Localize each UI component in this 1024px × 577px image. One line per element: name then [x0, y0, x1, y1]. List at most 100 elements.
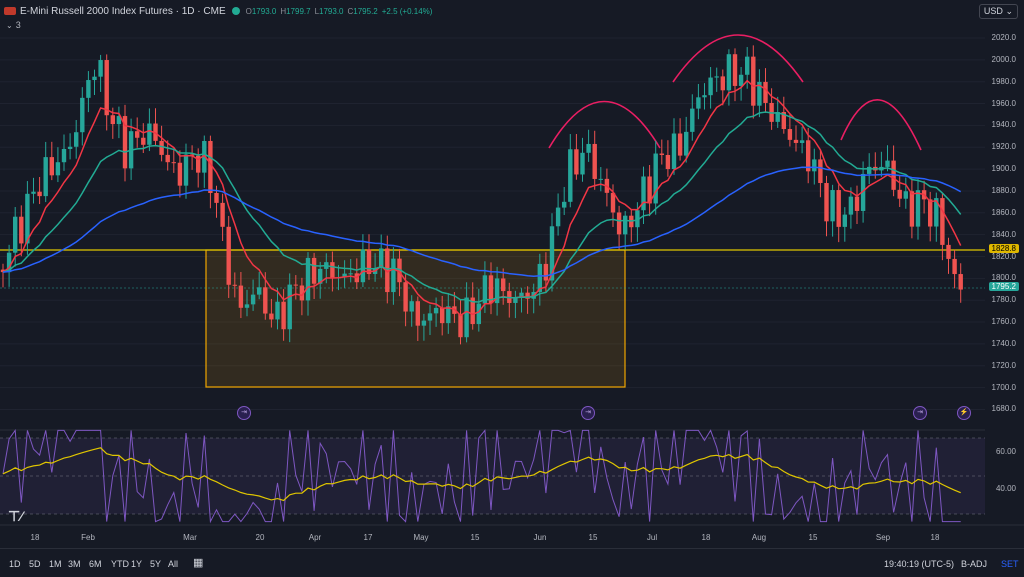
timeframe-button-ytd[interactable]: YTD: [111, 559, 129, 569]
candle-body: [635, 210, 640, 228]
candle-body: [867, 166, 872, 174]
price-tick-label: 2000.0: [991, 54, 1016, 64]
price-tick-label: 1780.0: [991, 295, 1016, 305]
candle-body: [793, 139, 799, 143]
event-marker-icon[interactable]: ⇥: [581, 406, 595, 420]
price-tick-label: 1880.0: [991, 185, 1016, 195]
candle-body: [470, 297, 475, 325]
candle-body: [433, 307, 439, 314]
candle-body: [494, 278, 500, 304]
time-tick-label: 15: [808, 533, 818, 542]
candle-body: [244, 304, 250, 308]
candle-body: [232, 284, 237, 286]
candle-body: [623, 215, 628, 235]
candle-body: [104, 60, 109, 116]
timeframe-button-5y[interactable]: 5Y: [150, 559, 162, 569]
price-tick-label: 1700.0: [991, 382, 1016, 392]
candle-body: [885, 160, 890, 167]
candle-body: [318, 268, 323, 284]
price-tick-label: 1920.0: [991, 142, 1016, 152]
candle-body: [610, 192, 616, 213]
timeframe-button-1y[interactable]: 1Y: [131, 559, 143, 569]
time-tick-label: 20: [255, 533, 265, 542]
calendar-icon[interactable]: ▦: [193, 557, 204, 569]
candle-body: [208, 140, 213, 193]
badj-toggle[interactable]: B-ADJ: [961, 559, 988, 569]
candle-body: [574, 149, 579, 175]
candle-body: [598, 178, 603, 180]
candle-body: [860, 173, 866, 211]
candle-body: [751, 56, 756, 106]
candle-body: [848, 196, 854, 215]
timeframe-button-3m[interactable]: 3M: [68, 559, 81, 569]
chart-legend: E-Mini Russell 2000 Index Futures · 1D ·…: [4, 2, 436, 20]
candle-body: [98, 60, 103, 77]
price-tick-label: 1820.0: [991, 251, 1016, 261]
time-tick-label: 18: [930, 533, 940, 542]
candle-body: [549, 226, 555, 281]
tradingview-logo-icon[interactable]: ⊤⁄: [8, 508, 23, 524]
pattern-arc: [548, 100, 661, 149]
currency-label: USD: [983, 6, 1003, 16]
candle-body: [141, 137, 146, 145]
candle-body: [385, 248, 390, 293]
candle-body: [110, 115, 115, 125]
candle-body: [348, 273, 353, 275]
candle-body: [342, 273, 347, 278]
candle-body: [568, 149, 573, 202]
timeframe-button-6m[interactable]: 6M: [89, 559, 102, 569]
candle-body: [6, 252, 12, 273]
candle-body: [702, 95, 707, 98]
candle-body: [214, 192, 219, 203]
candle-body: [269, 313, 274, 320]
price-tick-label: 1740.0: [991, 338, 1016, 348]
pattern-arc: [672, 34, 804, 83]
time-tick-label: Apr: [308, 533, 322, 542]
candle-body: [909, 191, 915, 227]
candle-body: [446, 306, 451, 324]
ema-fast-line: [2, 79, 962, 317]
symbol-title[interactable]: E-Mini Russell 2000 Index Futures · 1D ·…: [20, 5, 226, 17]
settlement-toggle[interactable]: SET: [1001, 559, 1019, 569]
candle-body: [281, 301, 286, 330]
candle-body: [763, 81, 768, 103]
candle-body: [787, 129, 793, 140]
candle-body: [0, 269, 6, 273]
event-marker-icon[interactable]: ⇥: [913, 406, 927, 420]
time-tick-label: 18: [701, 533, 711, 542]
candle-body: [958, 274, 963, 290]
price-tag-last: 1795.2: [988, 282, 1019, 291]
candle-body: [836, 190, 841, 227]
studies-count: 3: [15, 20, 21, 30]
candle-body: [580, 152, 585, 175]
timeframe-button-5d[interactable]: 5D: [29, 559, 41, 569]
candle-body: [311, 257, 317, 284]
timeframe-button-1d[interactable]: 1D: [9, 559, 21, 569]
rsi-ma-line: [2, 447, 961, 502]
candle-body: [488, 275, 494, 304]
rsi-tick-label: 60.00: [995, 447, 1016, 456]
candle-body: [391, 258, 396, 293]
candle-body: [74, 132, 79, 147]
timeframe-button-1m[interactable]: 1M: [49, 559, 62, 569]
ohlc-close: C1795.2: [347, 6, 378, 16]
candle-body: [250, 294, 256, 305]
price-tick-label: 1960.0: [991, 98, 1016, 108]
clock[interactable]: 19:40:19 (UTC-5): [884, 559, 955, 569]
event-marker-icon[interactable]: ⇥: [237, 406, 251, 420]
candle-body: [299, 285, 305, 301]
candle-body: [738, 74, 744, 86]
timeframe-button-all[interactable]: All: [168, 559, 179, 569]
candle-body: [177, 162, 183, 186]
split-marker-icon[interactable]: ⚡: [957, 406, 971, 420]
market-status-icon: [231, 7, 240, 15]
chevron-down-icon: ⌄: [6, 20, 13, 30]
candle-body: [305, 257, 311, 301]
candle-body: [360, 249, 366, 283]
candle-body: [854, 196, 860, 211]
candle-body: [220, 202, 225, 227]
candle-body: [31, 191, 36, 194]
studies-toggle[interactable]: ⌄ 3: [6, 20, 21, 30]
currency-selector[interactable]: USD ⌄: [978, 4, 1018, 19]
